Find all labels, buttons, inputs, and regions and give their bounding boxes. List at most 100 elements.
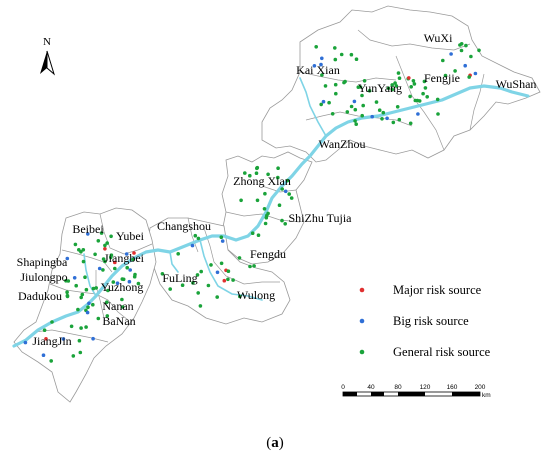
region-label-zhongxian: Zhong Xian bbox=[233, 174, 291, 188]
risk-point bbox=[263, 221, 268, 226]
risk-point bbox=[394, 84, 399, 88]
risk-point bbox=[81, 248, 86, 252]
risk-point bbox=[408, 121, 413, 126]
main-river bbox=[12, 84, 530, 348]
risk-point bbox=[449, 52, 453, 56]
risk-point bbox=[84, 287, 89, 292]
risk-point bbox=[42, 328, 47, 333]
risk-point bbox=[132, 251, 136, 255]
risk-point bbox=[477, 48, 481, 53]
risk-point bbox=[91, 336, 95, 341]
risk-point bbox=[255, 198, 260, 203]
risk-point bbox=[339, 52, 344, 57]
region-labels: WuXi Kai Xian Fengjie WuShan YunYang Wan… bbox=[17, 31, 537, 348]
risk-point bbox=[358, 85, 363, 89]
risk-point bbox=[352, 99, 357, 104]
risk-point bbox=[469, 54, 473, 59]
risk-point bbox=[320, 73, 324, 77]
risk-point bbox=[289, 196, 294, 200]
risk-point bbox=[330, 112, 335, 116]
risk-point bbox=[61, 337, 66, 341]
region-label-wuxi: WuXi bbox=[424, 31, 454, 45]
risk-point bbox=[320, 56, 324, 61]
risk-point bbox=[390, 83, 395, 87]
risk-point bbox=[262, 207, 267, 211]
risk-point bbox=[220, 239, 225, 243]
region-label-shizhu: ShiZhu Tujia bbox=[288, 211, 352, 225]
risk-point bbox=[65, 256, 70, 261]
legend: Major risk source Big risk source Genera… bbox=[359, 283, 491, 359]
risk-point bbox=[319, 102, 324, 107]
risk-point bbox=[86, 232, 90, 236]
risk-point bbox=[411, 79, 416, 83]
risk-point bbox=[250, 231, 255, 235]
risk-point bbox=[422, 79, 427, 84]
risk-point bbox=[314, 45, 319, 49]
risk-point bbox=[285, 178, 290, 183]
risk-point bbox=[101, 257, 106, 261]
risk-point bbox=[93, 252, 97, 257]
risk-point bbox=[79, 295, 83, 300]
risk-point bbox=[76, 307, 80, 312]
risk-point bbox=[377, 108, 382, 112]
risk-point bbox=[226, 269, 231, 274]
risk-point bbox=[206, 283, 211, 288]
scale-unit: km bbox=[482, 392, 491, 399]
risk-point bbox=[353, 107, 358, 112]
risk-point bbox=[231, 278, 235, 282]
risk-point bbox=[81, 259, 86, 264]
risk-point bbox=[263, 191, 267, 196]
region-label-yuzhong: Yuzhong bbox=[101, 280, 144, 294]
risk-point bbox=[441, 58, 445, 63]
risk-point bbox=[199, 269, 203, 274]
region-label-wushan: WuShan bbox=[496, 77, 537, 91]
region-label-fengjie: Fengjie bbox=[424, 71, 460, 85]
risk-point bbox=[334, 91, 338, 96]
region-label-wulong: Wulong bbox=[237, 288, 275, 302]
risk-point bbox=[283, 189, 288, 194]
risk-point bbox=[195, 273, 200, 277]
risk-point bbox=[276, 166, 280, 170]
risk-point bbox=[64, 279, 68, 283]
scale-tick-200: 200 bbox=[475, 384, 486, 391]
risk-point bbox=[193, 233, 198, 238]
risk-point bbox=[124, 252, 129, 256]
risk-point bbox=[280, 187, 285, 191]
risk-point bbox=[219, 261, 224, 266]
risk-point bbox=[209, 263, 213, 267]
risk-point bbox=[120, 277, 125, 281]
figure-caption: (a) bbox=[266, 435, 284, 451]
region-label-nanan: Nanan bbox=[102, 299, 133, 313]
risk-point bbox=[248, 173, 252, 178]
risk-point bbox=[71, 354, 76, 358]
risk-point bbox=[354, 122, 359, 126]
risk-point bbox=[280, 218, 284, 223]
risk-point bbox=[79, 326, 83, 330]
risk-point bbox=[49, 359, 53, 363]
scale-bar: 0 40 80 120 160 200 km bbox=[341, 384, 490, 399]
north-label: N bbox=[43, 36, 51, 48]
region-label-yubei: Yubei bbox=[116, 229, 145, 243]
risk-point bbox=[333, 82, 338, 87]
risk-point bbox=[72, 276, 77, 280]
risk-point bbox=[409, 85, 414, 89]
risk-point bbox=[196, 291, 200, 295]
risk-point bbox=[128, 268, 132, 272]
risk-point bbox=[421, 91, 425, 96]
scale-tick-40: 40 bbox=[367, 384, 375, 391]
risk-point bbox=[390, 87, 395, 92]
risk-point bbox=[425, 95, 430, 99]
risk-point bbox=[319, 62, 323, 67]
risk-point bbox=[160, 272, 165, 276]
scale-tick-80: 80 bbox=[394, 384, 402, 391]
region-label-fengdu: Fengdu bbox=[250, 247, 286, 261]
risk-point bbox=[416, 112, 420, 116]
risk-point bbox=[386, 86, 391, 90]
risk-point bbox=[50, 320, 54, 324]
region-outlines bbox=[13, 5, 541, 403]
risk-point bbox=[109, 234, 113, 239]
risk-point bbox=[23, 340, 28, 345]
risk-point bbox=[86, 305, 90, 310]
